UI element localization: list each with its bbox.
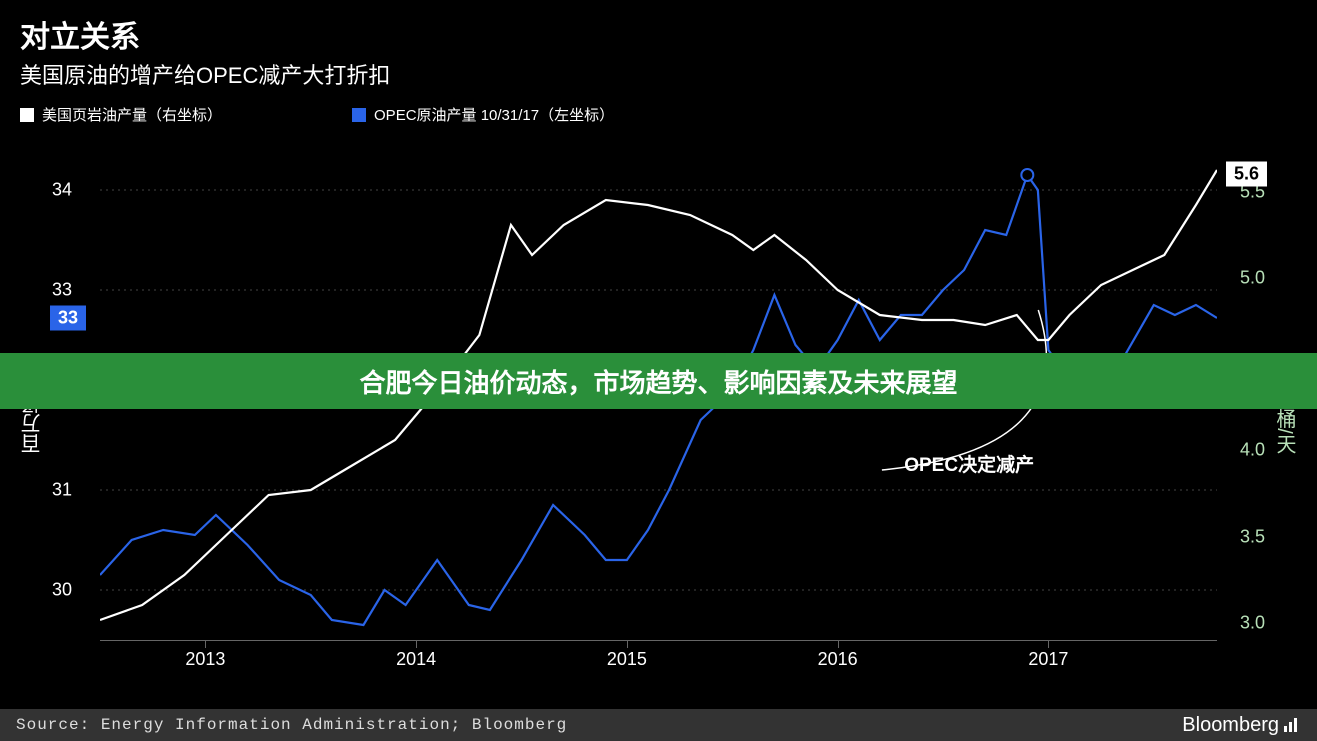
x-tick: 2017	[1028, 649, 1068, 670]
chart-area: 百万桶/天 百万桶/天 3031323334333.03.54.04.55.05…	[20, 140, 1297, 681]
footer-source: Source: Energy Information Administratio…	[16, 716, 567, 734]
bloomberg-icon	[1283, 717, 1301, 733]
annotation-opec-cut: OPEC决定减产	[904, 450, 1034, 477]
footer: Source: Energy Information Administratio…	[0, 709, 1317, 741]
y-left-tick: 30	[52, 580, 72, 601]
x-tick: 2016	[818, 649, 858, 670]
legend: 美国页岩油产量（右坐标） OPEC原油产量 10/31/17（左坐标）	[0, 96, 1317, 133]
y-right-badge: 5.6	[1226, 162, 1267, 187]
y-right-tick: 3.0	[1240, 612, 1265, 633]
overlay-banner: 合肥今日油价动态，市场趋势、影响因素及未来展望	[0, 353, 1317, 409]
overlay-banner-text: 合肥今日油价动态，市场趋势、影响因素及未来展望	[359, 363, 957, 400]
header: 对立关系 美国原油的增产给OPEC减产大打折扣	[0, 0, 1317, 96]
x-tick: 2013	[185, 649, 225, 670]
x-tick: 2015	[607, 649, 647, 670]
y-left-tick: 31	[52, 480, 72, 501]
y-right-tick: 3.5	[1240, 526, 1265, 547]
legend-marker-blue	[352, 108, 366, 122]
x-tick: 2014	[396, 649, 436, 670]
legend-label-us: 美国页岩油产量（右坐标）	[42, 104, 222, 125]
y-left-tick: 33	[52, 280, 72, 301]
legend-item-us: 美国页岩油产量（右坐标）	[20, 104, 222, 125]
chart-subtitle: 美国原油的增产给OPEC减产大打折扣	[20, 58, 1297, 90]
y-left-badge: 33	[50, 306, 86, 331]
y-right-tick: 4.0	[1240, 440, 1265, 461]
legend-marker-white	[20, 108, 34, 122]
legend-label-opec: OPEC原油产量 10/31/17（左坐标）	[374, 104, 614, 125]
legend-item-opec: OPEC原油产量 10/31/17（左坐标）	[352, 104, 614, 125]
y-left-tick: 34	[52, 180, 72, 201]
footer-brand-text: Bloomberg	[1182, 714, 1279, 737]
footer-brand: Bloomberg	[1182, 714, 1301, 737]
chart-title: 对立关系	[20, 12, 1297, 56]
y-right-tick: 5.0	[1240, 267, 1265, 288]
